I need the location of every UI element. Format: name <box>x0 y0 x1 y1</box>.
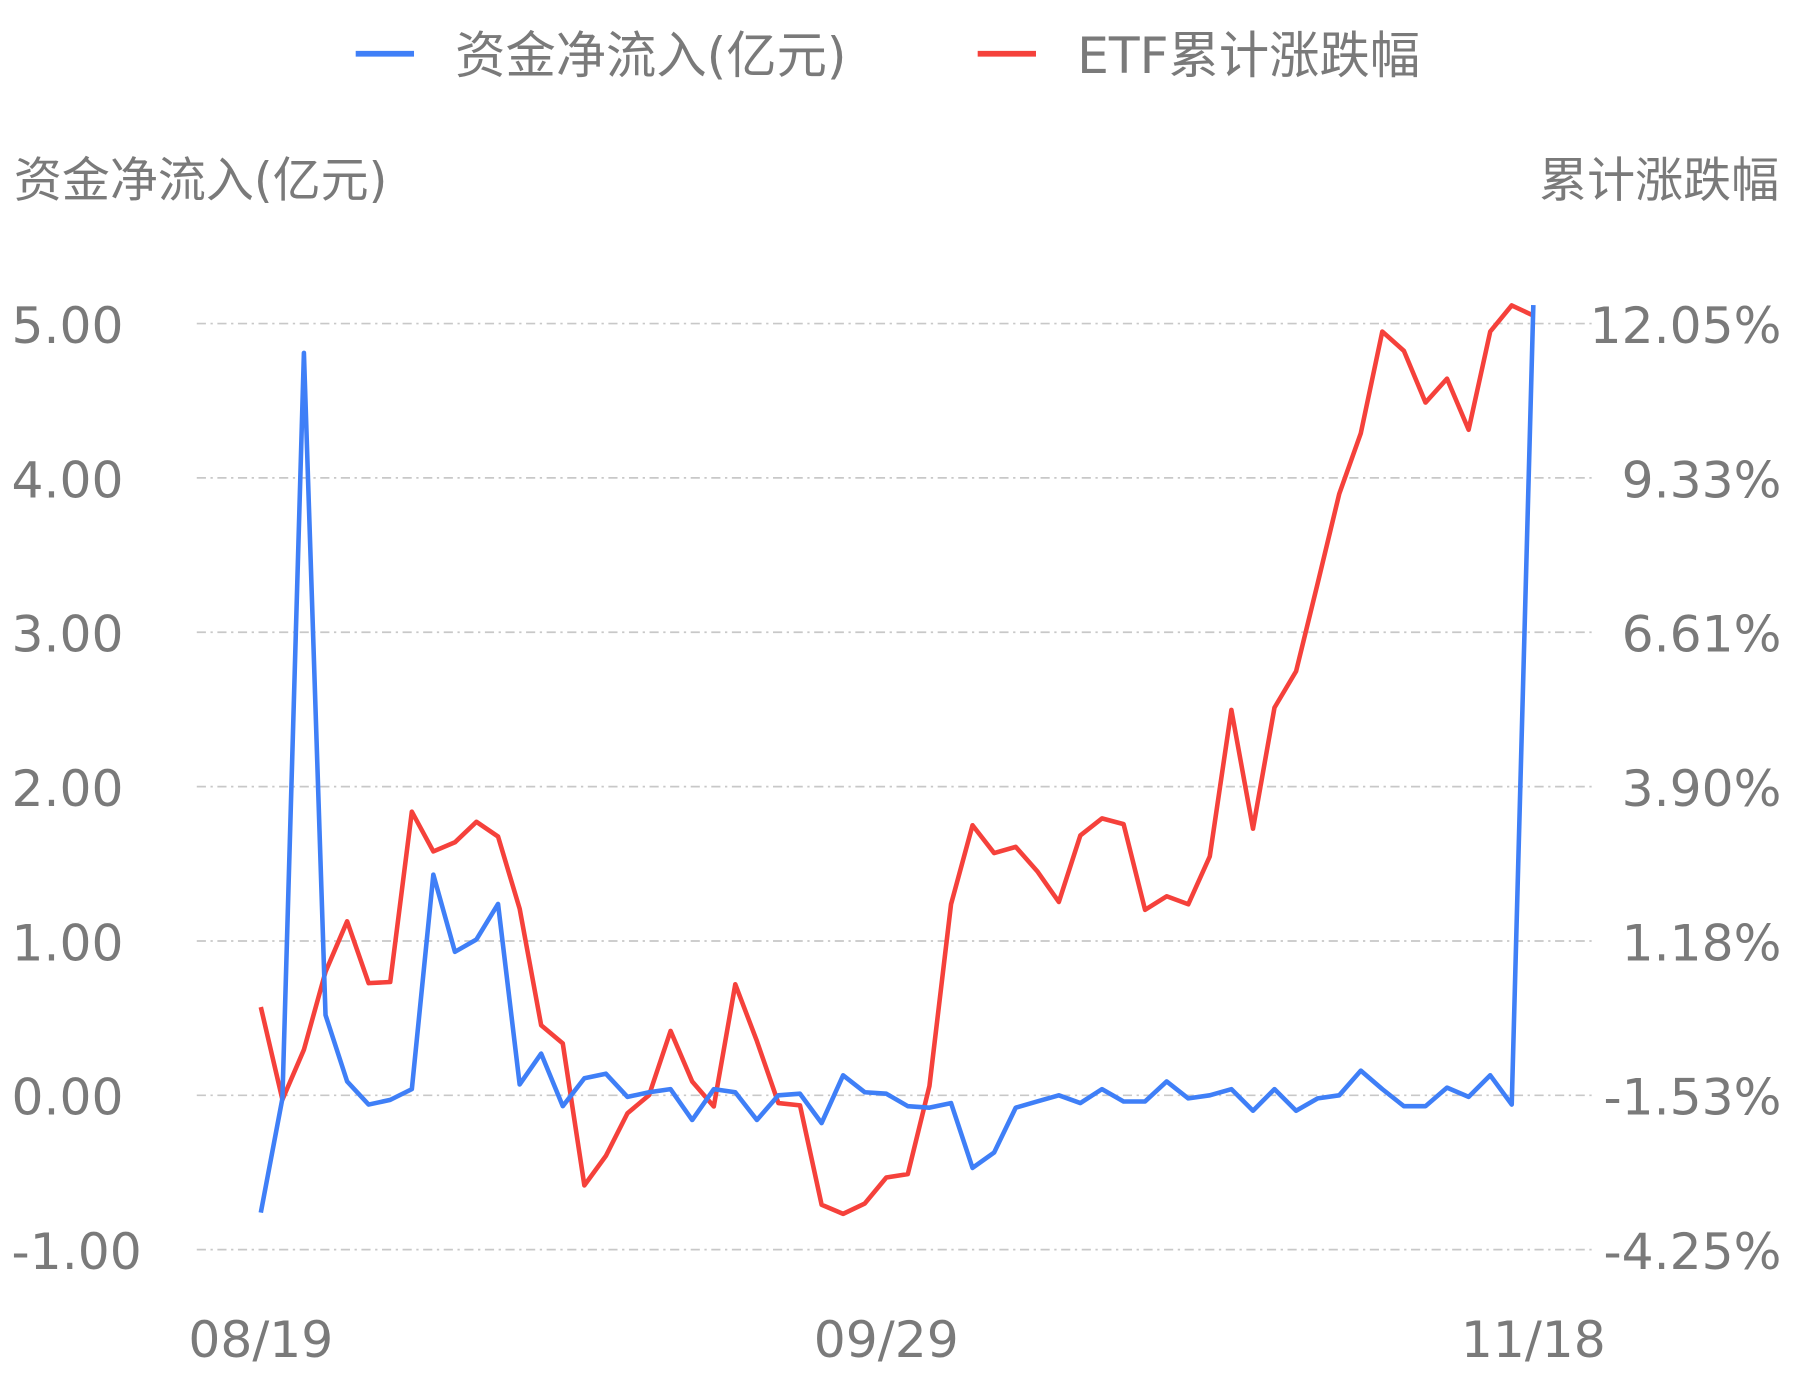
x-tick-label: 08/19 <box>188 1310 333 1369</box>
right-tick-label: 3.90% <box>1622 759 1782 818</box>
left-axis-title: 资金净流入(亿元) <box>14 153 387 209</box>
right-axis-title: 累计涨跌幅 <box>1539 153 1779 209</box>
legend-label-net-inflow: 资金净流入(亿元) <box>455 26 846 85</box>
right-tick-label: 9.33% <box>1622 450 1782 509</box>
x-tick-label: 09/29 <box>814 1310 959 1369</box>
x-tick-label: 11/18 <box>1461 1310 1606 1369</box>
left-tick-label: 4.00 <box>12 450 124 509</box>
left-tick-label: 3.00 <box>12 605 124 664</box>
legend-label-cumulative-change: ETF累计涨跌幅 <box>1077 26 1420 85</box>
left-tick-label: 2.00 <box>12 759 124 818</box>
left-tick-label: 1.00 <box>12 913 124 972</box>
series-line-net-inflow <box>258 304 1536 1214</box>
series-line-cumulative-change <box>258 303 1535 1217</box>
left-tick-label: 5.00 <box>12 296 124 355</box>
legend: 资金净流入(亿元) ETF累计涨跌幅 <box>355 26 1420 85</box>
left-tick-label: 0.00 <box>12 1068 124 1127</box>
left-tick-label: -1.00 <box>12 1222 142 1281</box>
right-tick-label: -4.25% <box>1604 1222 1782 1281</box>
right-tick-label: 6.61% <box>1622 605 1782 664</box>
right-tick-label: 1.18% <box>1622 913 1782 972</box>
right-tick-label: 12.05% <box>1590 296 1782 355</box>
right-tick-label: -1.53% <box>1604 1068 1782 1127</box>
